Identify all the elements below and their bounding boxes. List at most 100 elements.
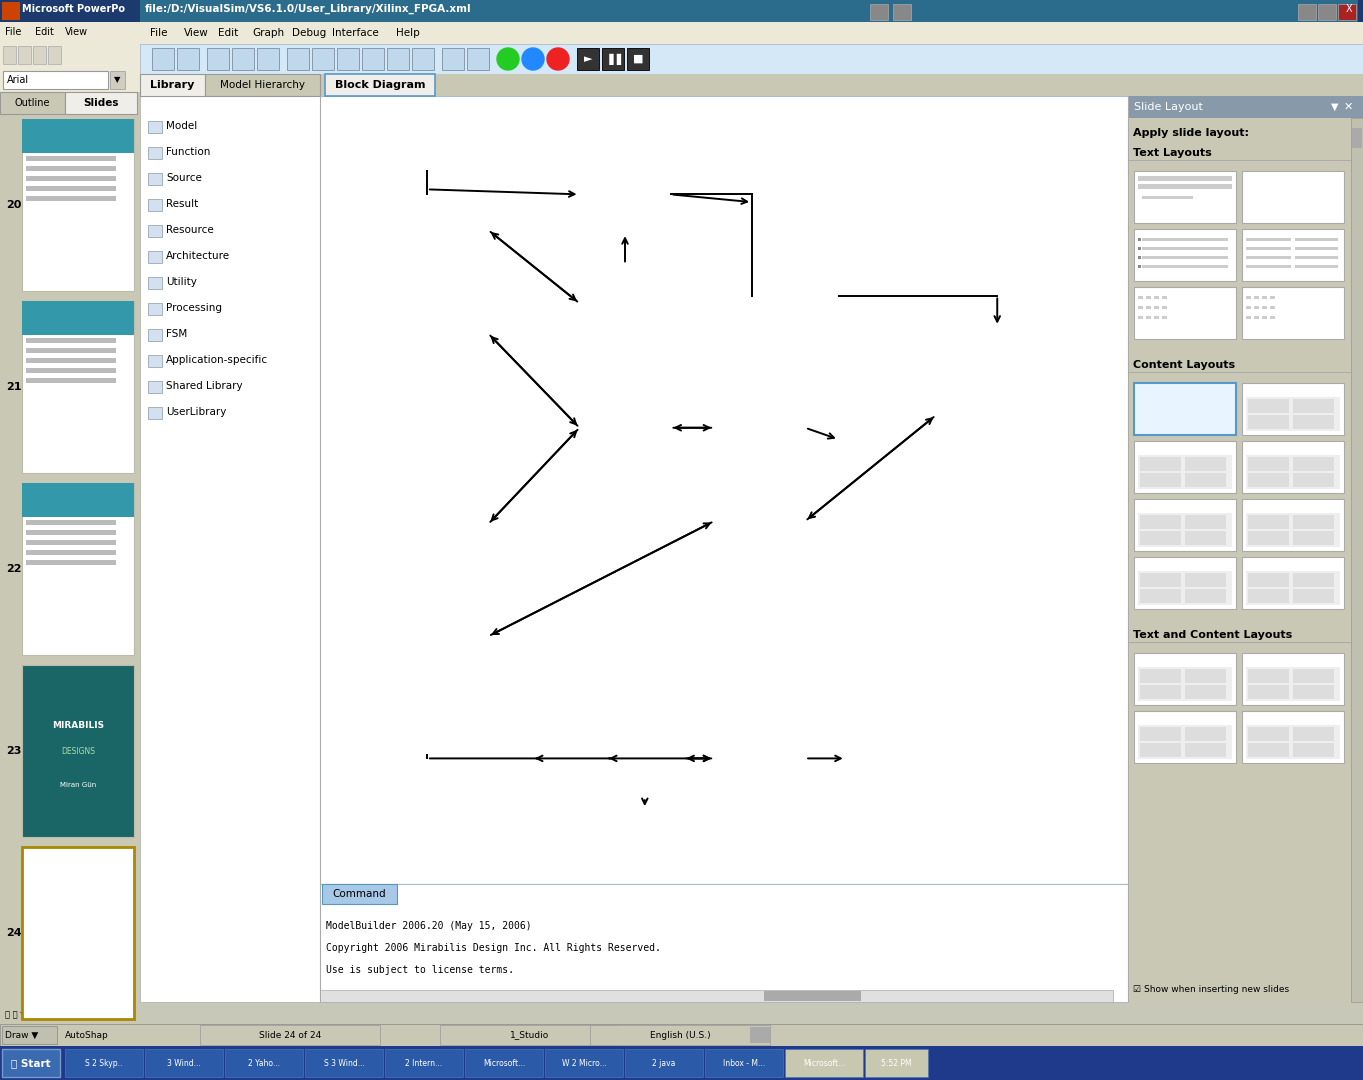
Bar: [149, 225, 162, 237]
Text: Bus_Port2: Bus_Port2: [735, 467, 784, 477]
Bar: [601, 809, 688, 887]
Bar: [149, 121, 162, 133]
Text: 2 Yaho...: 2 Yaho...: [248, 1058, 279, 1067]
Bar: [1134, 499, 1236, 551]
Bar: [1249, 473, 1289, 487]
Bar: [1249, 573, 1289, 588]
Text: Schedu...: Schedu...: [549, 754, 597, 762]
Bar: [1242, 229, 1344, 281]
Bar: [33, 46, 46, 64]
Bar: [1138, 238, 1141, 241]
Bar: [705, 1049, 782, 1077]
Bar: [582, 159, 673, 237]
Bar: [1184, 573, 1225, 588]
Bar: [1184, 515, 1225, 529]
Bar: [22, 847, 134, 881]
Bar: [140, 44, 1363, 75]
Bar: [22, 847, 134, 1020]
Bar: [1129, 96, 1363, 118]
Bar: [149, 303, 162, 315]
Bar: [1138, 176, 1232, 181]
Text: Library: Library: [150, 80, 194, 90]
Bar: [717, 392, 808, 470]
Text: ■: ■: [632, 54, 643, 64]
Bar: [939, 488, 994, 618]
Text: 22: 22: [5, 564, 22, 573]
Bar: [1242, 287, 1344, 339]
Bar: [838, 408, 902, 471]
Bar: [1139, 457, 1180, 471]
Bar: [1293, 727, 1334, 741]
Bar: [0, 68, 140, 92]
Bar: [1338, 4, 1356, 21]
Text: CoreConnect: CoreConnect: [594, 140, 657, 150]
Text: INPUT: INPUT: [496, 714, 525, 725]
Bar: [939, 329, 1062, 625]
Text: Cache: Cache: [384, 548, 408, 556]
Text: 24: 24: [5, 928, 22, 939]
Text: Execution: Execution: [378, 374, 416, 382]
Text: Bus: Bus: [447, 259, 462, 269]
Text: "Int_bus": "Int_bus": [771, 291, 819, 300]
Bar: [1351, 118, 1363, 1002]
Bar: [1, 2, 20, 21]
Text: Outline: Outline: [14, 98, 50, 108]
Bar: [368, 487, 424, 617]
Bar: [1138, 306, 1144, 309]
Text: "Co_Proc": "Co_Proc": [735, 750, 784, 758]
Bar: [22, 665, 134, 837]
Bar: [545, 1049, 623, 1077]
Bar: [440, 1025, 620, 1045]
Bar: [1295, 256, 1338, 259]
Bar: [1, 1049, 60, 1077]
Bar: [1134, 287, 1236, 339]
Bar: [312, 48, 334, 70]
Bar: [1138, 296, 1144, 299]
Text: Model Hierarchy: Model Hierarchy: [219, 80, 304, 90]
Bar: [149, 199, 162, 211]
Bar: [427, 199, 483, 328]
Text: UserLibrary: UserLibrary: [166, 407, 226, 417]
Text: View: View: [65, 27, 89, 37]
Bar: [1154, 296, 1159, 299]
Bar: [1134, 557, 1236, 609]
Bar: [1138, 725, 1232, 759]
Bar: [1270, 316, 1274, 319]
Bar: [1246, 725, 1340, 759]
Bar: [365, 459, 488, 755]
Text: "PowerPC": "PowerPC": [398, 178, 457, 188]
Bar: [200, 1025, 380, 1045]
Bar: [26, 176, 116, 181]
Text: FSM: FSM: [166, 329, 187, 339]
Bar: [0, 1024, 1363, 1047]
Text: Edit: Edit: [35, 27, 55, 37]
Bar: [387, 48, 409, 70]
Text: Bus_Port4: Bus_Port4: [601, 373, 649, 383]
Bar: [22, 665, 134, 837]
Text: Architecture: Architecture: [166, 251, 230, 261]
Bar: [1184, 531, 1225, 545]
Bar: [893, 4, 910, 21]
Bar: [144, 1049, 224, 1077]
Bar: [1293, 685, 1334, 699]
Bar: [363, 48, 384, 70]
Bar: [1138, 316, 1144, 319]
Bar: [0, 114, 140, 1024]
Bar: [1246, 397, 1340, 431]
Text: Command: Command: [333, 889, 386, 899]
Bar: [1184, 669, 1225, 683]
Bar: [140, 22, 1363, 44]
Bar: [1163, 316, 1167, 319]
Text: Bus_Port3: Bus_Port3: [736, 703, 784, 715]
Text: File: File: [5, 27, 22, 37]
Bar: [1139, 669, 1180, 683]
Bar: [427, 487, 483, 617]
Bar: [320, 96, 1129, 885]
Text: Help: Help: [397, 28, 420, 38]
Text: 500.0: 500.0: [631, 848, 658, 856]
Bar: [1249, 669, 1289, 683]
Circle shape: [547, 48, 568, 70]
Bar: [177, 48, 199, 70]
Bar: [605, 812, 691, 890]
Bar: [1246, 571, 1340, 605]
